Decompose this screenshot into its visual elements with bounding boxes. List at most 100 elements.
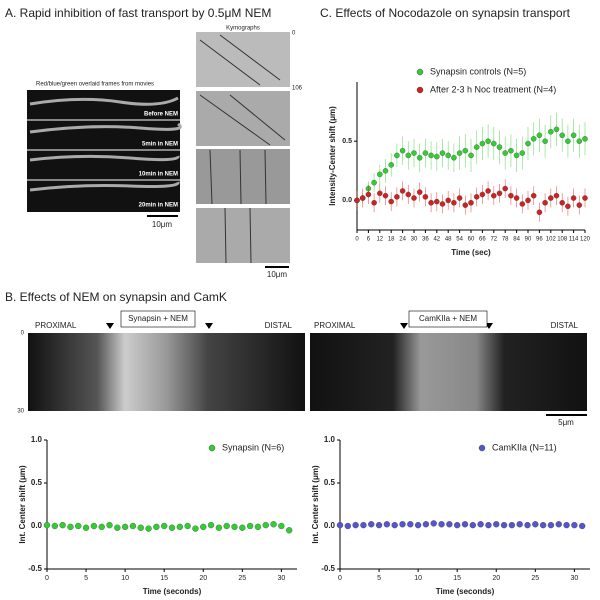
data-point	[121, 523, 129, 531]
data-point	[98, 523, 105, 531]
x-tick-label: 0	[45, 575, 49, 582]
data-point	[539, 521, 547, 529]
region-label: PROXIMAL	[314, 321, 356, 330]
data-point	[407, 521, 414, 528]
data-point	[513, 195, 520, 201]
kymograph	[196, 91, 290, 146]
data-point	[434, 153, 440, 160]
data-point	[563, 521, 570, 529]
legend-label: Synapsin controls (N=5)	[430, 66, 526, 76]
data-point	[145, 525, 152, 532]
data-point	[231, 523, 238, 531]
x-tick-label: 30	[570, 575, 578, 582]
data-point	[536, 132, 543, 139]
y-tick-label: 0.5	[31, 478, 43, 487]
data-point	[525, 140, 531, 147]
scale-label: 10μm	[152, 220, 173, 229]
y-axis-label: Int. Center shift (μm)	[18, 465, 27, 544]
kymo-title: Kymographs	[226, 26, 260, 32]
x-tick-label: 12	[376, 237, 383, 243]
legend-marker	[416, 86, 424, 94]
data-point	[451, 155, 457, 161]
x-tick-label: 20	[492, 575, 500, 582]
data-point	[461, 521, 469, 528]
x-tick-label: 54	[456, 237, 463, 243]
y-tick-label: 0.5	[324, 478, 336, 487]
data-point	[542, 200, 548, 206]
legend-marker	[208, 444, 216, 452]
data-point	[286, 527, 293, 534]
data-point	[553, 126, 560, 133]
data-point	[59, 521, 66, 529]
y-tick-label: 0.0	[324, 521, 336, 530]
x-tick-label: 60	[468, 237, 475, 243]
y-tick-label: -0.5	[321, 564, 335, 573]
data-point	[430, 520, 437, 527]
data-point	[571, 521, 578, 529]
condition-label: CamKIIa + NEM	[419, 314, 477, 323]
data-point	[479, 191, 486, 198]
chart-title: C. Effects of Nocodazole on synapsin tra…	[320, 6, 571, 20]
x-tick-label: 0	[338, 575, 342, 582]
x-tick-label: 30	[277, 575, 285, 582]
x-tick-label: 90	[525, 237, 532, 243]
data-point	[106, 521, 113, 529]
data-point	[411, 150, 417, 156]
x-tick-label: 15	[453, 575, 461, 582]
data-point	[513, 152, 520, 159]
data-point	[270, 521, 277, 528]
data-point	[414, 521, 422, 529]
x-axis-label: Time (seconds)	[436, 587, 495, 596]
data-point	[336, 521, 344, 529]
data-point	[491, 192, 497, 199]
data-point	[565, 138, 571, 144]
region-label: PROXIMAL	[35, 321, 77, 330]
y-axis-label: Intensity-Center shift (μm)	[328, 106, 337, 206]
data-point	[524, 521, 531, 529]
data-point	[473, 194, 480, 200]
data-point	[477, 521, 484, 528]
data-point	[399, 521, 406, 528]
y-tick-label: 1.0	[324, 435, 336, 444]
data-point	[496, 144, 503, 150]
data-point	[485, 188, 491, 194]
x-tick-label: 15	[160, 575, 168, 582]
data-point	[75, 522, 82, 530]
data-point	[416, 155, 423, 161]
data-point	[519, 150, 526, 156]
x-tick-label: 96	[536, 237, 543, 243]
data-point	[565, 203, 571, 210]
data-point	[516, 521, 523, 528]
kymo-tick: 0	[292, 31, 296, 37]
axon-trace	[29, 96, 182, 192]
data-point	[239, 524, 246, 531]
data-point	[129, 522, 137, 530]
legend-marker	[416, 68, 424, 76]
data-point	[383, 521, 391, 528]
data-point	[200, 523, 207, 531]
data-point	[354, 197, 360, 204]
data-point	[377, 171, 383, 178]
y-tick-label: 0.0	[342, 197, 352, 204]
data-point	[582, 195, 588, 201]
data-point	[161, 522, 168, 530]
data-point	[462, 202, 469, 208]
data-point	[365, 191, 372, 198]
data-point	[548, 128, 554, 135]
data-point	[451, 200, 457, 206]
kymo-tick: 106	[292, 86, 303, 92]
data-point	[462, 147, 469, 154]
data-point	[405, 152, 412, 159]
data-point	[428, 152, 434, 159]
data-point	[377, 190, 383, 197]
x-tick-label: 30	[411, 237, 418, 243]
data-point	[576, 202, 583, 208]
legend-label: CamKIIa (N=11)	[492, 442, 557, 452]
data-point	[473, 144, 480, 150]
data-point	[582, 136, 588, 142]
data-point	[548, 195, 554, 201]
x-tick-label: 78	[502, 237, 509, 243]
data-point	[446, 521, 453, 528]
data-point	[438, 521, 445, 528]
kymograph	[196, 208, 290, 263]
